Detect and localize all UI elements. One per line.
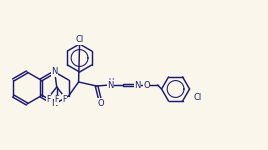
Text: F: F <box>54 96 59 105</box>
Text: N: N <box>51 68 58 76</box>
Text: N: N <box>51 99 58 108</box>
Text: O: O <box>97 99 104 108</box>
Text: F: F <box>62 94 67 103</box>
Text: F: F <box>47 94 51 103</box>
Text: N: N <box>134 81 141 90</box>
Text: Cl: Cl <box>76 36 84 45</box>
Text: H: H <box>108 78 113 84</box>
Text: O: O <box>143 81 150 90</box>
Text: N: N <box>107 81 114 90</box>
Text: Cl: Cl <box>193 93 202 102</box>
